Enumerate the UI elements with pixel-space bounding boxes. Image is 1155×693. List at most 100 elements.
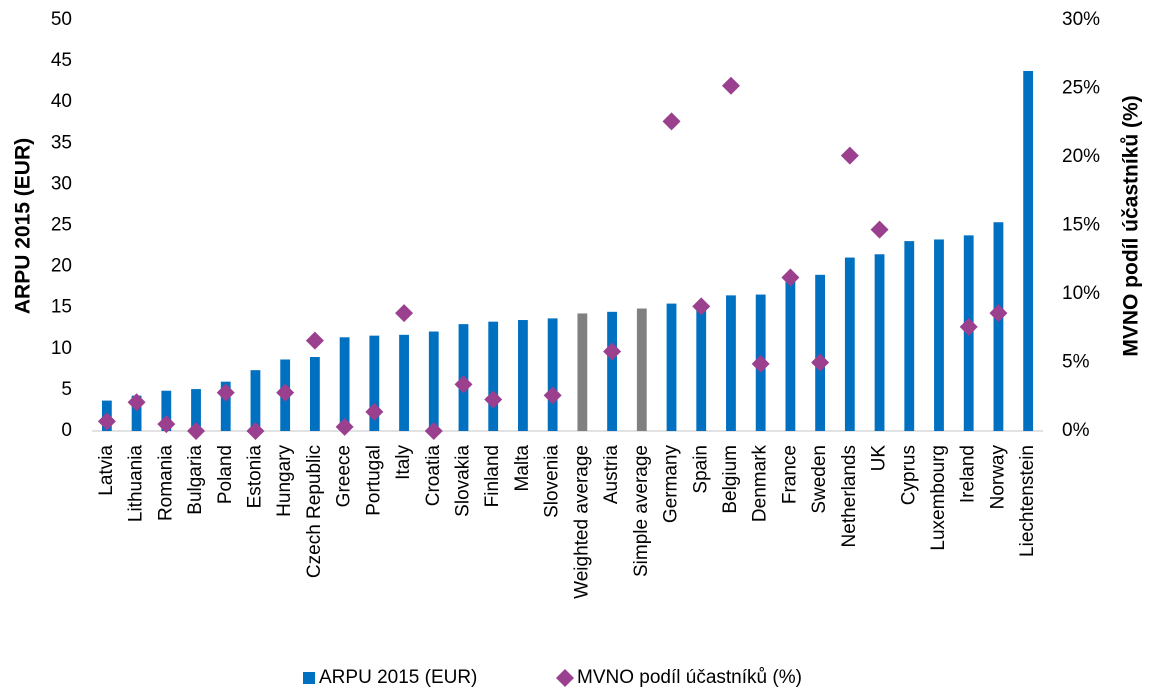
y-tick-label: 10 bbox=[51, 338, 72, 359]
x-tick-label: Slovenia bbox=[542, 445, 563, 518]
marker bbox=[721, 76, 740, 95]
legend-label: ARPU 2015 (EUR) bbox=[319, 667, 477, 688]
marker bbox=[187, 422, 206, 440]
marker bbox=[276, 383, 295, 402]
bar bbox=[428, 331, 439, 431]
bar bbox=[993, 222, 1004, 431]
y2-tick-label: 0% bbox=[1062, 420, 1090, 441]
marker bbox=[424, 422, 443, 440]
bar bbox=[191, 389, 201, 431]
marker bbox=[870, 220, 889, 239]
x-tick-label: Slovakia bbox=[453, 445, 474, 517]
bar bbox=[518, 320, 528, 431]
x-tick-label: Simple average bbox=[631, 445, 652, 577]
bar bbox=[815, 274, 826, 431]
marker bbox=[365, 402, 384, 421]
bar bbox=[696, 302, 707, 431]
bar bbox=[369, 335, 380, 431]
legend-swatch bbox=[556, 669, 574, 687]
x-tick-label: Belgium bbox=[720, 445, 741, 514]
bar bbox=[785, 278, 796, 431]
marker bbox=[127, 393, 146, 412]
y-tick-label: 15 bbox=[51, 297, 72, 318]
y-tick-label: 25 bbox=[51, 215, 72, 236]
marker bbox=[692, 297, 711, 316]
y2-axis-title: MVNO podíl účastníků (%) bbox=[1120, 95, 1143, 356]
x-tick-label: Malta bbox=[512, 445, 533, 492]
bar bbox=[309, 357, 320, 431]
marker bbox=[543, 386, 562, 405]
bar bbox=[636, 308, 647, 431]
x-tick-label: Poland bbox=[215, 445, 236, 504]
x-tick-label: Greece bbox=[334, 445, 355, 507]
x-tick-label: Czech Republic bbox=[304, 445, 325, 578]
bar bbox=[874, 254, 885, 431]
marker bbox=[97, 412, 116, 431]
y-tick-label: 35 bbox=[51, 132, 72, 153]
marker bbox=[662, 112, 681, 131]
legend-swatch bbox=[303, 672, 315, 684]
marker bbox=[484, 390, 503, 409]
x-tick-label: Luxembourg bbox=[928, 445, 949, 551]
x-tick-label: Croatia bbox=[423, 445, 444, 507]
y-axis-title: ARPU 2015 (EUR) bbox=[12, 138, 35, 314]
bar bbox=[488, 321, 499, 431]
x-tick-label: Denmark bbox=[750, 445, 771, 523]
y-tick-label: 5 bbox=[61, 379, 72, 400]
bar bbox=[577, 313, 588, 431]
marker bbox=[157, 415, 176, 434]
marker bbox=[246, 422, 265, 440]
x-tick-label: Norway bbox=[987, 445, 1008, 510]
marker bbox=[305, 331, 324, 350]
marker bbox=[989, 304, 1008, 323]
x-tick-label: France bbox=[779, 445, 800, 504]
marker bbox=[959, 317, 978, 336]
bar bbox=[607, 311, 617, 431]
x-tick-label: Liechtenstein bbox=[1017, 445, 1038, 557]
marker bbox=[216, 383, 235, 402]
marker bbox=[751, 354, 770, 373]
y2-tick-label: 20% bbox=[1062, 146, 1100, 167]
marker bbox=[603, 342, 622, 361]
x-tick-label: Latvia bbox=[96, 445, 117, 496]
x-tick-label: Hungary bbox=[274, 445, 295, 517]
y-tick-label: 50 bbox=[51, 9, 72, 30]
x-tick-label: UK bbox=[869, 445, 890, 472]
bar bbox=[904, 241, 915, 431]
bar bbox=[131, 395, 142, 431]
x-tick-label: Bulgaria bbox=[185, 445, 206, 515]
x-tick-label: Germany bbox=[661, 445, 682, 524]
x-tick-label: Netherlands bbox=[839, 445, 860, 547]
x-tick-label: Estonia bbox=[244, 445, 265, 509]
bar bbox=[220, 381, 231, 431]
marker bbox=[781, 268, 800, 287]
bar bbox=[547, 318, 558, 431]
y2-tick-label: 10% bbox=[1062, 283, 1100, 304]
x-tick-label: Portugal bbox=[363, 445, 384, 516]
x-tick-label: Finland bbox=[482, 445, 503, 507]
y2-tick-label: 5% bbox=[1062, 352, 1090, 373]
marker bbox=[454, 375, 473, 394]
marker bbox=[335, 417, 354, 436]
y-tick-label: 20 bbox=[51, 256, 72, 277]
bar bbox=[1023, 70, 1034, 432]
x-tick-label: Spain bbox=[690, 445, 711, 494]
y2-tick-label: 15% bbox=[1062, 215, 1100, 236]
bar bbox=[250, 370, 261, 431]
x-tick-label: Austria bbox=[601, 445, 622, 505]
y-tick-label: 40 bbox=[51, 91, 72, 112]
marker bbox=[811, 353, 830, 372]
bar bbox=[161, 390, 172, 431]
bar bbox=[844, 257, 855, 431]
y2-tick-label: 25% bbox=[1062, 78, 1100, 99]
y-tick-label: 0 bbox=[61, 420, 72, 441]
x-tick-label: Ireland bbox=[958, 445, 979, 503]
legend-label: MVNO podíl účastníků (%) bbox=[577, 667, 802, 688]
x-tick-label: Romania bbox=[155, 445, 176, 521]
bar bbox=[934, 239, 944, 431]
x-tick-label: Italy bbox=[393, 445, 414, 480]
bar bbox=[726, 295, 736, 431]
x-tick-label: Sweden bbox=[809, 445, 830, 514]
bar bbox=[666, 303, 677, 431]
